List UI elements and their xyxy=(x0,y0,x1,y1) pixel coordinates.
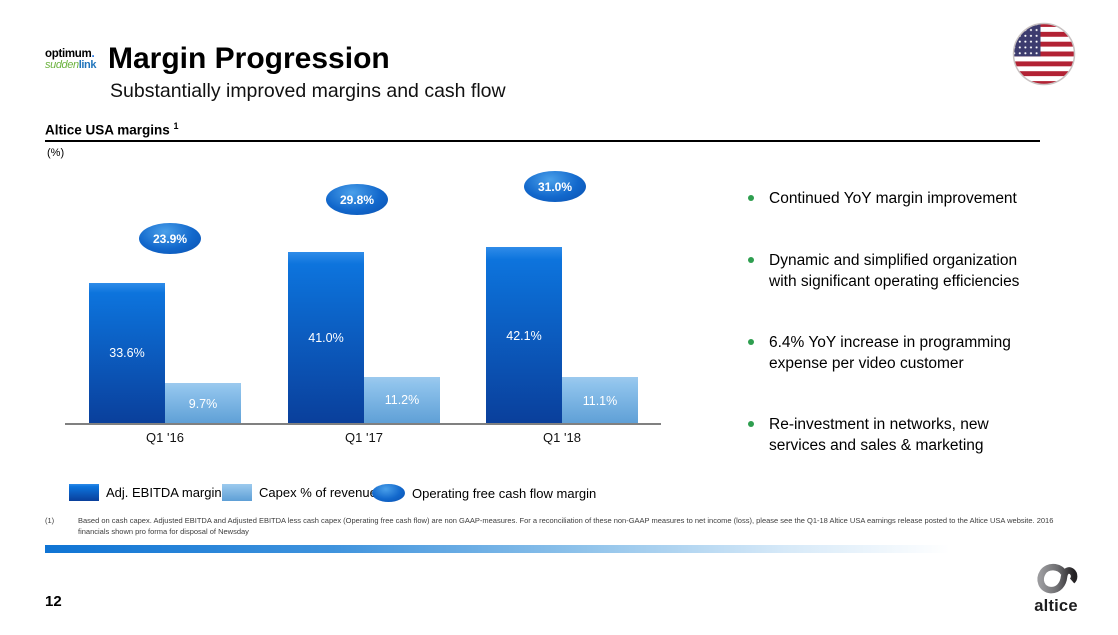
legend-item-capex: Capex % of revenue xyxy=(222,484,377,501)
bar-capex-q1-18: 11.1% xyxy=(562,377,638,424)
bar-value-label: 11.2% xyxy=(384,393,420,408)
chart-section-heading: Altice USA margins 1 xyxy=(45,121,179,138)
footnote-text: Based on cash capex. Adjusted EBITDA and… xyxy=(78,516,1054,536)
x-axis-label-q1-17: Q1 '17 xyxy=(345,430,383,445)
legend-item-fcf: Operating free cash flow margin xyxy=(372,484,596,502)
oval-value-label: 23.9% xyxy=(152,231,188,246)
bar-value-label: 9.7% xyxy=(188,396,218,411)
bar-value-label: 11.1% xyxy=(582,393,618,408)
suddenlink-logo-link: link xyxy=(78,59,97,72)
bar-value-label: 33.6% xyxy=(109,346,145,361)
section-divider-line xyxy=(45,140,1040,142)
list-item: 6.4% YoY increase in programming expense… xyxy=(748,332,1040,375)
fcf-oval-q1-17: 29.8% xyxy=(326,184,388,215)
list-item: Continued YoY margin improvement xyxy=(748,188,1017,209)
bar-value-label: 42.1% xyxy=(506,328,542,343)
oval-value-label: 31.0% xyxy=(537,179,573,194)
bullet-text: Continued YoY margin improvement xyxy=(769,190,1017,207)
bottom-accent-gradient-bar xyxy=(45,545,1073,553)
altice-logo: altice xyxy=(1026,562,1086,616)
bullet-text: Dynamic and simplified organization with… xyxy=(769,252,1020,291)
bullet-text: Re-investment in networks, new services … xyxy=(769,416,989,455)
chart-unit-label: (%) xyxy=(47,147,65,159)
legend-label: Adj. EBITDA margin xyxy=(106,485,222,500)
bar-value-label: 41.0% xyxy=(308,330,344,345)
footnote-marker: (1) xyxy=(45,516,55,525)
optimum-logo: optimum. xyxy=(45,48,115,60)
suddenlink-logo: suddenlink xyxy=(45,59,115,72)
x-axis-label-q1-18: Q1 '18 xyxy=(543,430,581,445)
altice-logo-text: altice xyxy=(1034,597,1078,615)
bullet-text: 6.4% YoY increase in programming expense… xyxy=(769,334,1011,373)
legend-swatch-oval xyxy=(372,484,405,502)
footnote: (1) Based on cash capex. Adjusted EBITDA… xyxy=(45,516,1073,538)
oval-value-label: 29.8% xyxy=(339,192,375,207)
bar-capex-q1-16: 9.7% xyxy=(165,383,241,424)
legend-label: Operating free cash flow margin xyxy=(412,485,597,501)
bullet-icon xyxy=(748,257,754,263)
altice-a-swirl-icon xyxy=(1037,563,1078,594)
us-flag-icon xyxy=(1012,22,1076,86)
fcf-oval-q1-16: 23.9% xyxy=(139,223,201,254)
chart-section-heading-text: Altice USA margins xyxy=(45,122,174,138)
legend-item-ebitda: Adj. EBITDA margin xyxy=(69,484,222,501)
brand-logos: optimum. suddenlink xyxy=(45,48,115,72)
bar-capex-q1-17: 11.2% xyxy=(364,376,440,424)
bullet-icon xyxy=(748,421,754,427)
bullet-icon xyxy=(748,339,754,345)
bar-ebitda-q1-17: 41.0% xyxy=(288,251,364,424)
optimum-logo-dot: . xyxy=(91,48,95,60)
list-item: Dynamic and simplified organization with… xyxy=(748,250,1040,293)
bullet-icon xyxy=(748,195,754,201)
bar-ebitda-q1-16: 33.6% xyxy=(89,282,165,424)
page-number: 12 xyxy=(45,593,62,610)
legend-label: Capex % of revenue xyxy=(259,485,377,500)
list-item: Re-investment in networks, new services … xyxy=(748,414,1040,457)
x-axis-line xyxy=(65,423,661,425)
optimum-logo-text: optimum xyxy=(45,48,92,60)
page-subtitle: Substantially improved margins and cash … xyxy=(110,80,506,102)
suddenlink-logo-sudden: sudden xyxy=(45,59,79,72)
bar-ebitda-q1-18: 42.1% xyxy=(486,247,562,424)
x-axis-label-q1-16: Q1 '16 xyxy=(146,430,184,445)
legend-swatch-dark-blue xyxy=(69,484,99,501)
fcf-oval-q1-18: 31.0% xyxy=(524,171,586,202)
margin-bar-chart: 33.6% 9.7% 41.0% 11.2% 42.1% 11.1% 23.9%… xyxy=(65,160,665,445)
legend-swatch-light-blue xyxy=(222,484,252,501)
page-title: Margin Progression xyxy=(108,42,390,75)
footnote-reference-superscript: 1 xyxy=(173,121,179,131)
